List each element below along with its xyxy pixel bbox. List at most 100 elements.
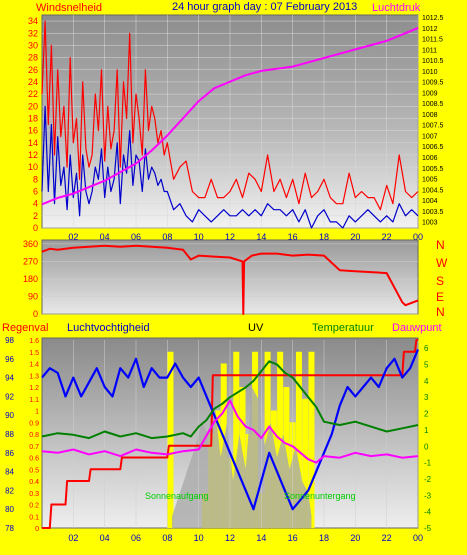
pressure-tick-label: 1010 [422, 69, 438, 76]
multi-chart: 02 04 06 08 10 12 14 16 18 20 22 0000.10.20.30.40.5… [5, 336, 432, 543]
uv-bar [295, 351, 302, 528]
wind-chart: 02 04 06 08 10 12 14 16 18 20 22 000246810121416182… [28, 15, 444, 242]
x-tick-label: 08 [162, 232, 172, 242]
dir-letter-n-bottom: N [436, 305, 445, 319]
wind-tick-label: 22 [28, 89, 38, 99]
x-tick-label: 22 [382, 232, 392, 242]
rain-series-line [42, 339, 418, 529]
solar-area [172, 387, 312, 528]
dir-letter-n-top: N [436, 238, 445, 252]
x-tick-label: 12 [225, 232, 235, 242]
rain-tick-label: 1.4 [29, 362, 39, 369]
wind-tick-label: 14 [28, 138, 38, 148]
rain-tick-label: 0.1 [29, 514, 39, 521]
pressure-tick-label: 1005.5 [422, 166, 444, 173]
temp-tick-label: -1 [424, 459, 432, 468]
sunrise-label: Sonnenaufgang [145, 491, 209, 501]
wind-tick-label: 30 [28, 40, 38, 50]
rain-tick-label: 0.4 [29, 479, 39, 486]
pressure-tick-label: 1009 [422, 90, 438, 97]
rain-tick-label: 0.7 [29, 444, 39, 451]
pressure-tick-label: 1005 [422, 177, 438, 184]
humidity-tick-label: 84 [5, 468, 14, 477]
temp-tick-label: 1 [424, 426, 429, 435]
pressure-tick-label: 1011.5 [422, 37, 443, 44]
pressure-tick-label: 1004 [422, 198, 438, 205]
direction-chart: 0 90 180 270 360 [23, 239, 419, 319]
temp-tick-label: -4 [424, 508, 432, 517]
bottom-x-tick-label: 16 [288, 533, 298, 543]
humidity-tick-label: 94 [5, 374, 14, 383]
bottom-x-tick-label: 08 [162, 533, 172, 543]
pressure-tick-label: 1007.5 [422, 123, 444, 130]
rain-tick-label: 0.8 [29, 432, 39, 439]
pressure-tick-label: 1012.5 [422, 15, 444, 22]
wind-axis-label: Windsnelheid [36, 2, 102, 14]
humidity-tick-label: 86 [5, 449, 14, 458]
dir-letter-s: S [436, 274, 444, 288]
humidity-tick-label: 80 [5, 505, 14, 514]
bottom-x-tick-label: 22 [382, 533, 392, 543]
humidity-tick-label: 98 [5, 336, 14, 345]
humidity-series-line [41, 348, 420, 511]
pressure-tick-label: 1012 [422, 26, 438, 33]
wind-tick-label: 26 [28, 65, 38, 75]
uv-bar [233, 351, 240, 528]
x-tick-label: 02 [68, 232, 78, 242]
rain-tick-label: 0.9 [29, 420, 39, 427]
temperature-legend: Temperatuur [312, 322, 374, 334]
rain-tick-label: 1.6 [29, 338, 39, 345]
humidity-tick-label: 90 [5, 411, 14, 420]
temp-tick-label: -3 [424, 491, 432, 500]
dewpoint-legend: Dauwpunt [392, 322, 442, 334]
temp-tick-label: 3 [424, 393, 429, 402]
temp-tick-label: 4 [424, 377, 429, 386]
pressure-tick-label: 1008 [422, 112, 438, 119]
rain-tick-label: 1.2 [29, 385, 39, 392]
pressure-tick-label: 1006.5 [422, 144, 444, 151]
humidity-tick-label: 88 [5, 430, 14, 439]
direction-series-line [41, 244, 419, 315]
bottom-x-tick-label: 00 [413, 533, 423, 543]
dir-tick-label: 180 [23, 274, 38, 284]
temperature-series-line [41, 360, 419, 440]
uv-bar [308, 351, 315, 528]
wind-tick-label: 10 [28, 162, 38, 172]
x-tick-label: 20 [350, 232, 360, 242]
x-tick-label: 06 [131, 232, 141, 242]
wind-tick-label: 16 [28, 126, 38, 136]
wind-tick-label: 8 [33, 174, 38, 184]
pressure-tick-label: 1009.5 [422, 80, 444, 87]
x-tick-label: 00 [413, 232, 423, 242]
uv-bar [167, 351, 174, 528]
temp-tick-label: 2 [424, 410, 429, 419]
pressure-tick-label: 1011 [422, 47, 437, 54]
pressure-tick-label: 1006 [422, 155, 438, 162]
uv-legend: UV [248, 322, 264, 334]
wind-tick-label: 18 [28, 113, 38, 123]
wind-tick-label: 20 [28, 101, 38, 111]
dir-letter-w: W [436, 256, 448, 270]
humidity-tick-label: 96 [5, 355, 14, 364]
rain-legend: Regenval [2, 322, 48, 334]
wind-series-line [41, 20, 419, 211]
direction-letters: N W S E N [436, 238, 448, 319]
bottom-x-tick-label: 04 [100, 533, 110, 543]
x-tick-label: 18 [319, 232, 329, 242]
wind-tick-label: 32 [28, 28, 38, 38]
uv-bar [302, 398, 309, 528]
wind-tick-label: 24 [28, 77, 38, 87]
pressure-tick-label: 1008.5 [422, 101, 444, 108]
x-tick-label: 16 [288, 232, 298, 242]
bottom-x-tick-label: 06 [131, 533, 141, 543]
dir-letter-e: E [436, 290, 444, 304]
wind-tick-label: 12 [28, 150, 38, 160]
bottom-x-tick-label: 12 [225, 533, 235, 543]
dir-tick-label: 270 [23, 256, 38, 266]
pressure-series-line [41, 26, 419, 206]
x-tick-label: 04 [100, 232, 110, 242]
humidity-tick-label: 78 [5, 524, 14, 533]
temp-tick-label: 0 [424, 442, 429, 451]
dir-tick-label: 0 [33, 309, 38, 319]
